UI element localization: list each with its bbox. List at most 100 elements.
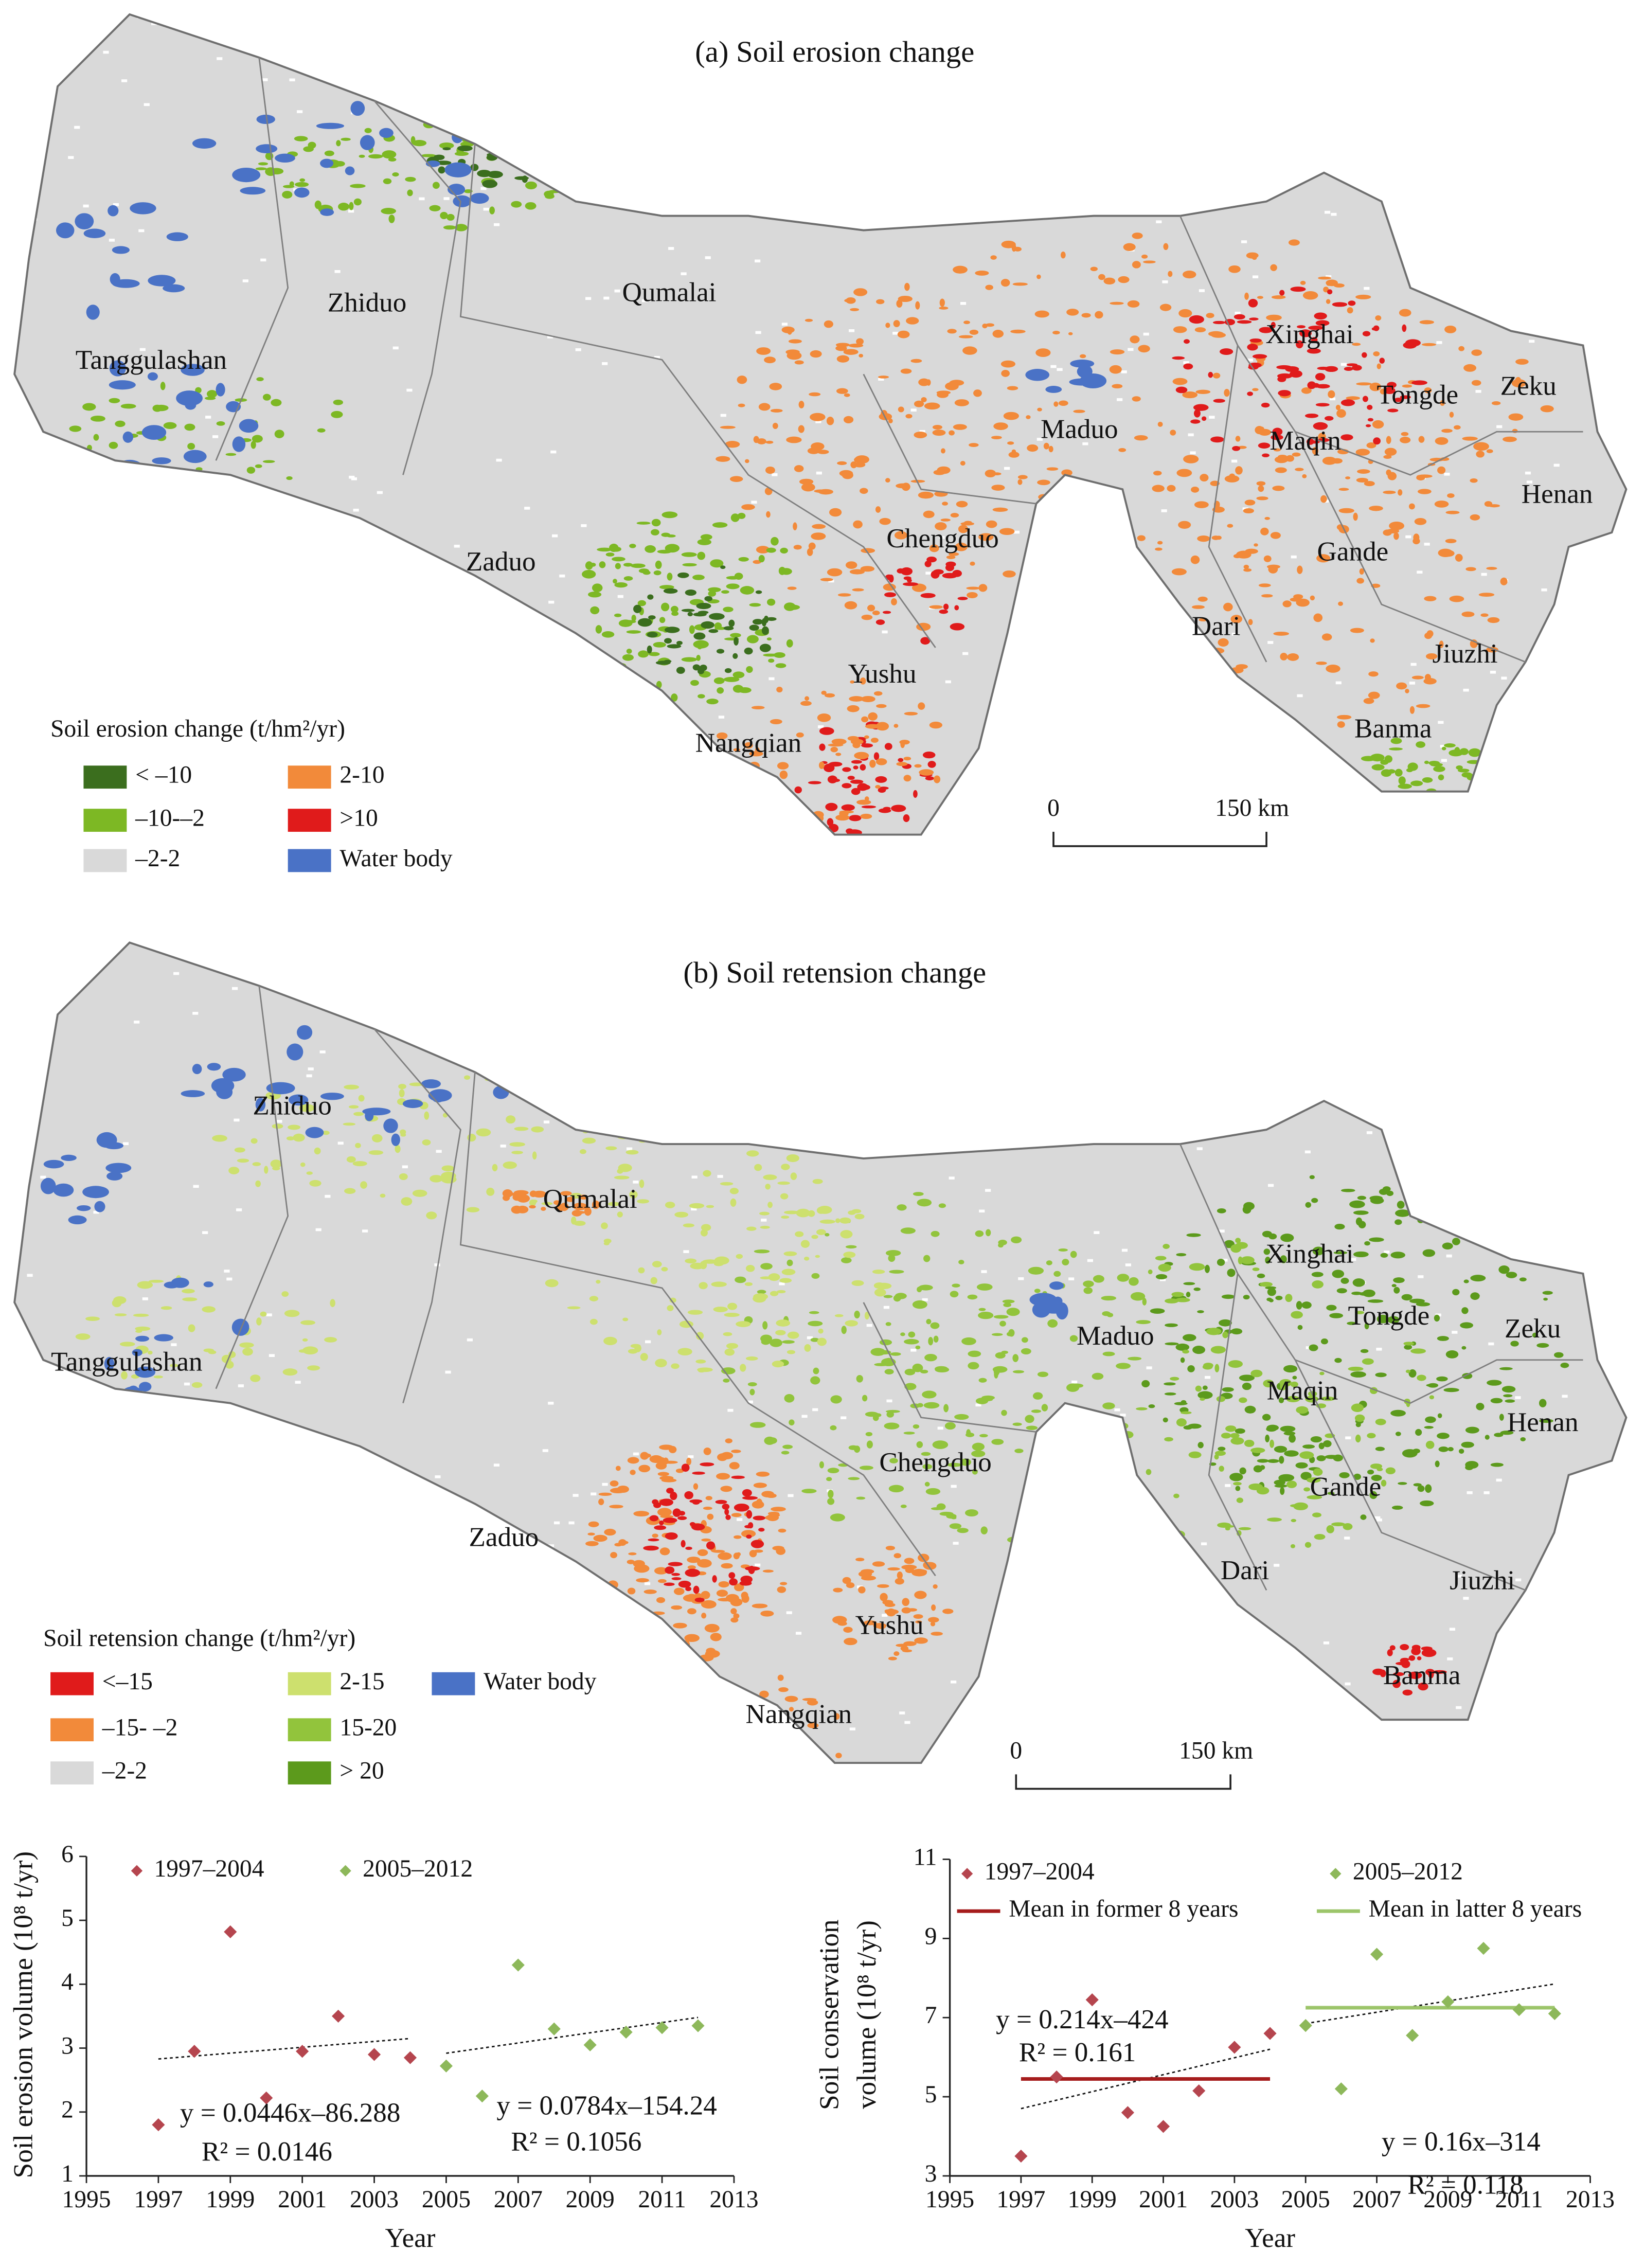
map-patch	[831, 738, 847, 745]
map-patch	[848, 1477, 860, 1480]
map-speckle	[1309, 1745, 1315, 1749]
map-patch	[1258, 583, 1271, 587]
map-patch	[1081, 313, 1091, 318]
map-patch	[1424, 387, 1432, 394]
map-patch	[1176, 469, 1192, 477]
map-patch	[724, 757, 734, 761]
place-label: Maduo	[1041, 414, 1118, 444]
map-patch	[633, 1511, 650, 1517]
map-speckle	[119, 1497, 126, 1501]
map-patch	[1197, 1310, 1204, 1313]
map-patch	[842, 783, 852, 789]
map-patch	[1290, 370, 1302, 378]
map-patch	[915, 1345, 921, 1350]
map-patch	[1303, 1487, 1311, 1492]
data-point	[296, 2045, 309, 2058]
x-tick-label: 2005	[1281, 2186, 1330, 2213]
map-patch	[1249, 338, 1262, 343]
map-patch	[1519, 1277, 1527, 1282]
map-patch	[729, 1770, 741, 1775]
map-patch	[152, 404, 163, 412]
map-speckle	[432, 1667, 438, 1671]
map-speckle	[1121, 1507, 1128, 1511]
map-patch	[904, 1383, 917, 1390]
map-speckle	[419, 197, 425, 201]
map-patch	[598, 1498, 604, 1506]
map-patch	[1221, 1433, 1231, 1439]
map-patch	[834, 1314, 844, 1317]
map-patch	[109, 380, 136, 390]
map-patch	[1335, 404, 1341, 410]
map-patch	[854, 1213, 865, 1220]
map-patch	[850, 739, 864, 745]
map-patch	[1369, 1491, 1378, 1499]
map-patch	[355, 1142, 361, 1149]
map-patch	[1352, 1278, 1365, 1287]
map-patch	[1046, 467, 1059, 471]
map-speckle	[663, 759, 669, 762]
map-patch	[827, 1468, 839, 1474]
map-patch	[873, 752, 880, 760]
map-speckle	[245, 1740, 252, 1743]
map-patch	[907, 1608, 918, 1612]
map-patch	[1445, 539, 1457, 543]
map-patch	[734, 1535, 742, 1539]
map-patch	[1362, 1358, 1374, 1365]
map-speckle	[144, 103, 150, 106]
map-patch	[991, 1439, 1004, 1445]
map-patch	[426, 1211, 437, 1220]
map-patch	[727, 1716, 743, 1724]
map-speckle	[337, 539, 343, 543]
map-patch	[663, 1517, 677, 1523]
map-patch	[1187, 1423, 1202, 1429]
map-patch	[740, 1575, 753, 1583]
map-patch	[492, 133, 502, 138]
map-patch	[1233, 1481, 1242, 1486]
map-patch	[1116, 1494, 1123, 1498]
map-patch	[613, 579, 617, 584]
map-patch	[659, 1476, 674, 1480]
legend-label: Mean in latter 8 years	[1369, 1896, 1582, 1922]
annotation: R² = 0.118	[1407, 2170, 1524, 2200]
map-patch	[785, 1783, 793, 1787]
map-patch	[671, 1577, 682, 1580]
map-speckle	[656, 117, 662, 120]
map-patch	[1278, 1397, 1284, 1403]
map-patch	[967, 592, 978, 598]
data-point	[1050, 2070, 1063, 2084]
map-patch	[656, 681, 662, 689]
map-patch	[1500, 1430, 1514, 1435]
map-speckle	[1268, 1184, 1274, 1187]
data-point	[403, 2051, 417, 2064]
map-speckle	[493, 1463, 500, 1467]
map-patch	[1320, 1338, 1328, 1345]
map-patch	[1040, 1476, 1052, 1483]
map-speckle	[282, 1711, 288, 1715]
map-patch	[1326, 279, 1338, 287]
map-speckle	[325, 1194, 331, 1198]
map-patch	[1208, 331, 1224, 337]
map-patch	[868, 712, 878, 721]
map-patch	[1346, 396, 1361, 400]
map-patch	[638, 568, 649, 574]
map-patch	[928, 1617, 939, 1623]
map-patch	[1536, 1343, 1549, 1348]
map-patch	[237, 1158, 249, 1163]
map-speckle	[1004, 205, 1010, 209]
map-patch	[760, 1334, 773, 1343]
map-patch	[781, 1164, 790, 1170]
map-speckle	[119, 1533, 126, 1537]
map-patch	[314, 200, 321, 209]
y-tick-label: 5	[925, 2081, 937, 2108]
map-patch	[850, 461, 857, 469]
map-patch	[1326, 1525, 1334, 1533]
map-patch	[846, 1582, 855, 1588]
map-patch	[761, 626, 769, 635]
map-patch	[750, 1779, 761, 1787]
map-patch	[1182, 391, 1198, 399]
map-speckle	[886, 1399, 892, 1403]
map-patch	[888, 1254, 896, 1262]
map-patch	[1355, 1422, 1361, 1427]
map-patch	[322, 1131, 330, 1135]
map-speckle	[1143, 600, 1150, 603]
